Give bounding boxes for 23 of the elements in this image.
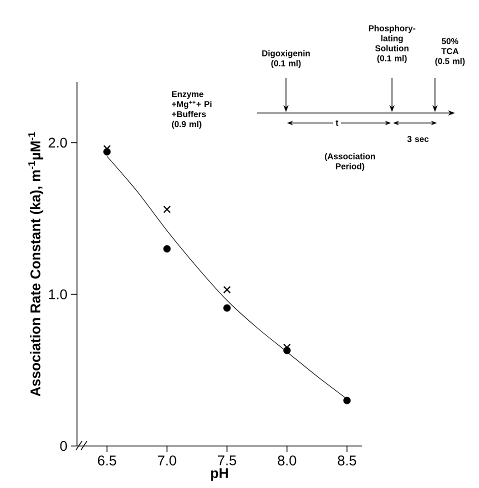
- x-tick-label: 7.5: [218, 456, 236, 466]
- x-tick-label: 7.0: [158, 456, 176, 466]
- annotation: (Association Period): [324, 153, 375, 171]
- x-axis-title: pH: [211, 468, 228, 481]
- x-tick-label: 8.5: [338, 456, 356, 466]
- point: [163, 245, 171, 253]
- y-tick-label: 0: [60, 441, 67, 451]
- point: [163, 206, 171, 214]
- point: [223, 286, 231, 294]
- annotation: Enzyme +Mg$^{++}$+ Pi +Buffers (0.9 ml): [172, 91, 212, 129]
- text: 3 sec: [407, 136, 429, 142]
- x-tick-label: 8.0: [278, 456, 296, 466]
- text: Digoxigenin (0.1 ml): [262, 50, 310, 68]
- annotation: t: [336, 120, 338, 126]
- text: 50% TCA (0.5 ml): [435, 38, 465, 66]
- point: [283, 344, 291, 352]
- point: [223, 304, 231, 312]
- x-tick-label: 6.5: [98, 456, 116, 466]
- y-tick-label: 2.0: [48, 138, 67, 148]
- y-axis-title: Association Rate Constant (ka), m$^{-1}$µM$^{-1}$: [28, 132, 44, 396]
- y-tick-label: 1.0: [49, 289, 67, 300]
- text: Phosphory-lating Solution (0.1 ml): [368, 25, 416, 63]
- point: [343, 396, 351, 404]
